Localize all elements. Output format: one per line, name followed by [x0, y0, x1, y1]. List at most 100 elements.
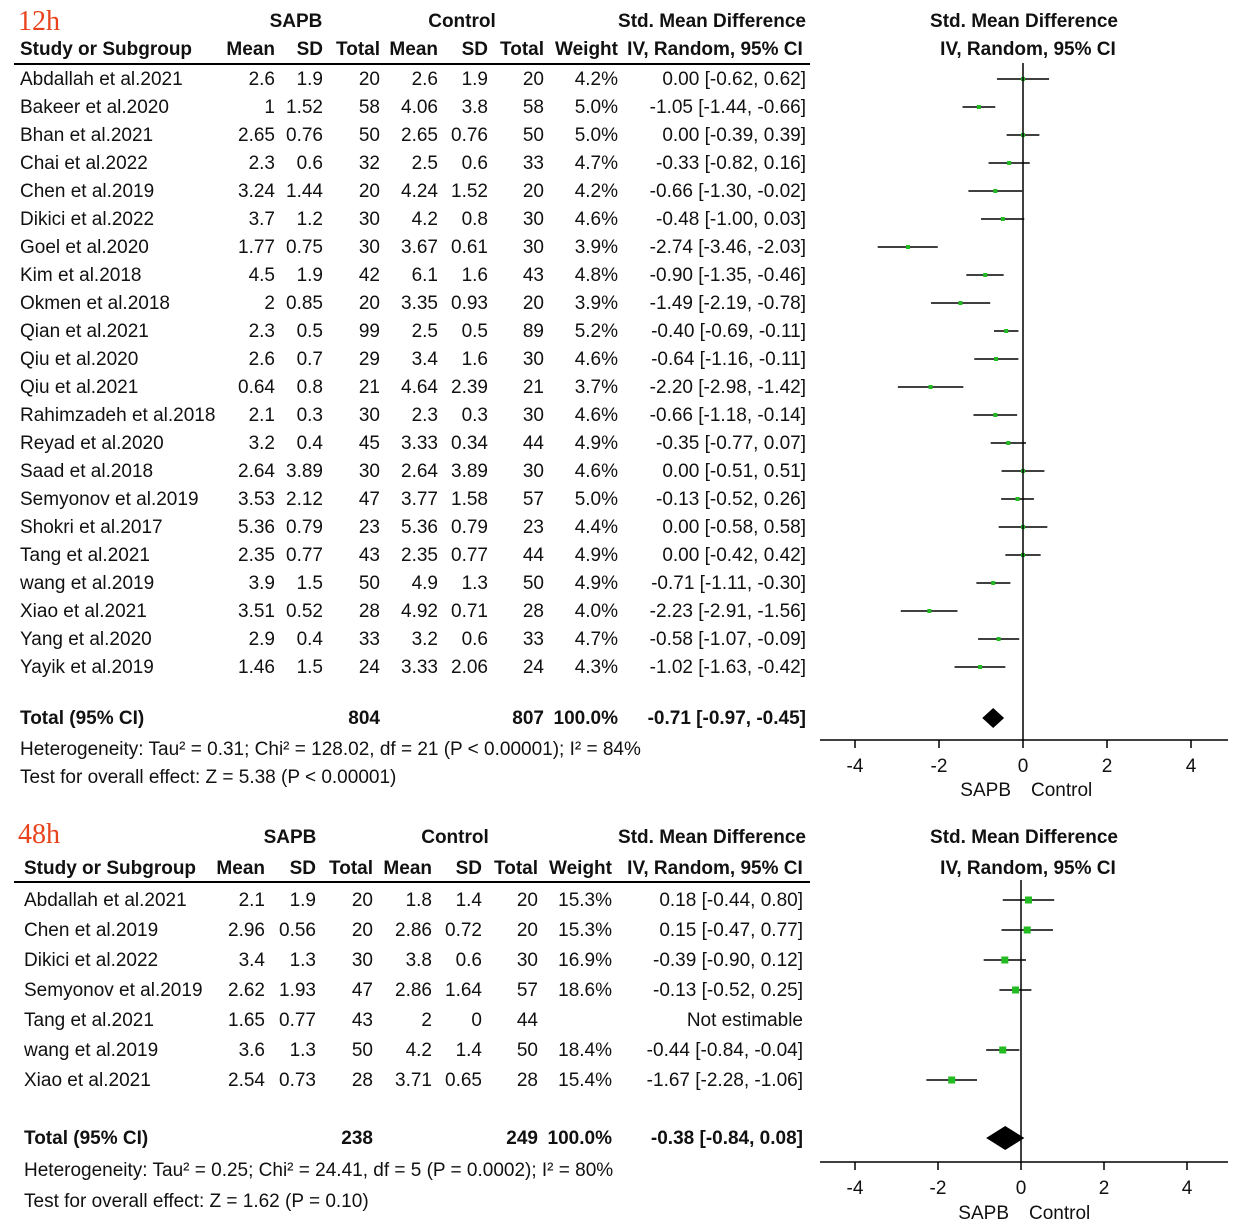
- study-weight: 5.0%: [575, 97, 618, 118]
- column-header: Study or Subgroup: [20, 39, 192, 60]
- sapb-total: 99: [359, 321, 380, 342]
- study-row: Semyonov et al.2019 3.53 2.12 47 3.77 1.58 57 5…: [20, 489, 1034, 510]
- study-row: Xiao et al.2021 2.54 0.73 28 3.71 0.65 28 15.4%…: [24, 1070, 978, 1091]
- control-mean: 2: [421, 1010, 432, 1031]
- x-axis: -4 -2 0 2 4 SAPB Control: [820, 1161, 1228, 1224]
- heterogeneity-text: Heterogeneity: Tau² = 0.25; Chi² = 24.41…: [24, 1160, 613, 1181]
- sapb-total: 33: [359, 629, 380, 650]
- study-weight: 16.9%: [558, 950, 612, 971]
- sapb-mean: 4.5: [249, 265, 275, 286]
- sapb-mean: 0.64: [238, 377, 275, 398]
- sapb-sd: 0.4: [297, 433, 324, 454]
- control-mean: 2.86: [395, 980, 432, 1001]
- control-mean: 2.65: [401, 125, 438, 146]
- column-header: Mean: [226, 39, 275, 60]
- effect-marker: [994, 357, 999, 361]
- sapb-sd: 0.8: [297, 377, 323, 398]
- study-ci: -0.44 [-0.84, -0.04]: [647, 1040, 803, 1061]
- study-row: Xiao et al.2021 3.51 0.52 28 4.92 0.71 28 4.0% -…: [20, 601, 958, 622]
- sapb-sd: 1.9: [297, 265, 323, 286]
- x-tick-label: -2: [931, 756, 948, 777]
- pooled-diamond: [982, 708, 1005, 728]
- x-tick-label: 2: [1102, 756, 1113, 777]
- x-tick-label: -4: [847, 1178, 864, 1199]
- sapb-total: 20: [359, 69, 380, 90]
- study-name: Bakeer et al.2020: [20, 97, 169, 118]
- effect-subheader: IV, Random, 95% CI: [627, 858, 803, 879]
- study-name: Yayik et al.2019: [20, 657, 154, 678]
- column-header: SD: [290, 858, 316, 879]
- sapb-mean: 3.4: [239, 950, 266, 971]
- sapb-sd: 0.79: [286, 517, 323, 538]
- control-mean: 3.35: [401, 293, 438, 314]
- control-total: 28: [523, 601, 544, 622]
- control-sd: 1.4: [456, 890, 483, 911]
- study-row: wang et al.2019 3.9 1.5 50 4.9 1.3 50 4.9% -0.71…: [19, 573, 1011, 594]
- column-header: Total: [500, 39, 544, 60]
- study-weight: 5.0%: [575, 489, 618, 510]
- study-weight: 4.6%: [575, 405, 618, 426]
- total-weight: 100.0%: [554, 708, 619, 729]
- effect-marker: [958, 301, 963, 305]
- sapb-mean: 2.6: [249, 69, 275, 90]
- study-row: Shokri et al.2017 5.36 0.79 23 5.36 0.79 23 4.4…: [20, 517, 1048, 538]
- plot-header: Std. Mean Difference: [930, 827, 1118, 848]
- control-sd: 1.64: [445, 980, 482, 1001]
- study-weight: 15.3%: [558, 920, 612, 941]
- effect-marker: [983, 273, 988, 277]
- study-weight: 4.2%: [575, 181, 618, 202]
- effect-marker: [976, 105, 981, 109]
- study-ci: -0.71 [-1.11, -0.30]: [651, 573, 806, 594]
- control-total: 58: [523, 97, 544, 118]
- sapb-total: 30: [359, 405, 380, 426]
- total-ci: -0.38 [-0.84, 0.08]: [651, 1128, 803, 1149]
- control-sd: 0.6: [456, 950, 482, 971]
- study-row: Abdallah et al.2021 2.6 1.9 20 2.6 1.9 20 4.2% 0…: [20, 69, 1050, 90]
- column-header: Study or Subgroup: [24, 858, 196, 879]
- effect-marker: [905, 245, 910, 249]
- study-ci: 0.00 [-0.62, 0.62]: [662, 69, 806, 90]
- control-total: 30: [523, 461, 544, 482]
- control-mean: 6.1: [412, 265, 438, 286]
- study-weight: 5.0%: [575, 125, 618, 146]
- study-weight: 4.3%: [575, 657, 618, 678]
- study-name: Qiu et al.2020: [20, 349, 138, 370]
- study-row: Qiu et al.2020 2.6 0.7 29 3.4 1.6 30 4.6% -0.64 …: [20, 349, 1019, 370]
- sapb-sd: 0.5: [297, 321, 323, 342]
- study-ci: -0.35 [-0.77, 0.07]: [656, 433, 806, 454]
- effect-marker: [1000, 217, 1005, 221]
- study-ci: -0.39 [-0.90, 0.12]: [653, 950, 803, 971]
- study-name: Xiao et al.2021: [24, 1070, 151, 1091]
- sapb-mean: 2.1: [249, 405, 275, 426]
- sapb-sd: 1.3: [290, 1040, 316, 1061]
- sapb-mean: 2: [264, 293, 275, 314]
- sapb-total: 30: [359, 237, 380, 258]
- sapb-mean: 2.35: [238, 545, 275, 566]
- sapb-mean: 2.54: [228, 1070, 265, 1091]
- sapb-sd: 0.76: [286, 125, 323, 146]
- study-ci: -0.64 [-1.16, -0.11]: [651, 349, 806, 370]
- sapb-total: 58: [359, 97, 380, 118]
- study-weight: 4.0%: [575, 601, 618, 622]
- study-ci: -2.74 [-3.46, -2.03]: [650, 237, 806, 258]
- control-mean: 3.8: [406, 950, 432, 971]
- x-label-favours-right: Control: [1031, 780, 1092, 801]
- forest-panel-12h: 12h SAPB Control Std. Mean Difference IV, Ra…: [14, 6, 1228, 801]
- sapb-mean: 2.9: [249, 629, 275, 650]
- control-sd: 1.52: [451, 181, 488, 202]
- study-name: Chai et al.2022: [20, 153, 148, 174]
- study-weight: 4.9%: [575, 545, 618, 566]
- study-weight: 4.6%: [575, 349, 618, 370]
- x-label-favours-right: Control: [1029, 1203, 1090, 1224]
- pooled-diamond: [986, 1126, 1025, 1150]
- study-ci: -0.66 [-1.18, -0.14]: [650, 405, 806, 426]
- column-header: Total: [336, 39, 380, 60]
- sapb-sd: 0.4: [297, 629, 324, 650]
- sapb-sd: 0.73: [279, 1070, 316, 1091]
- control-sd: 1.58: [451, 489, 488, 510]
- study-weight: 5.2%: [575, 321, 618, 342]
- forest-panel-48h: 48h SAPB Control Std. Mean Difference IV, Ra…: [14, 819, 1228, 1224]
- study-ci: -2.20 [-2.98, -1.42]: [650, 377, 806, 398]
- control-mean: 4.06: [401, 97, 438, 118]
